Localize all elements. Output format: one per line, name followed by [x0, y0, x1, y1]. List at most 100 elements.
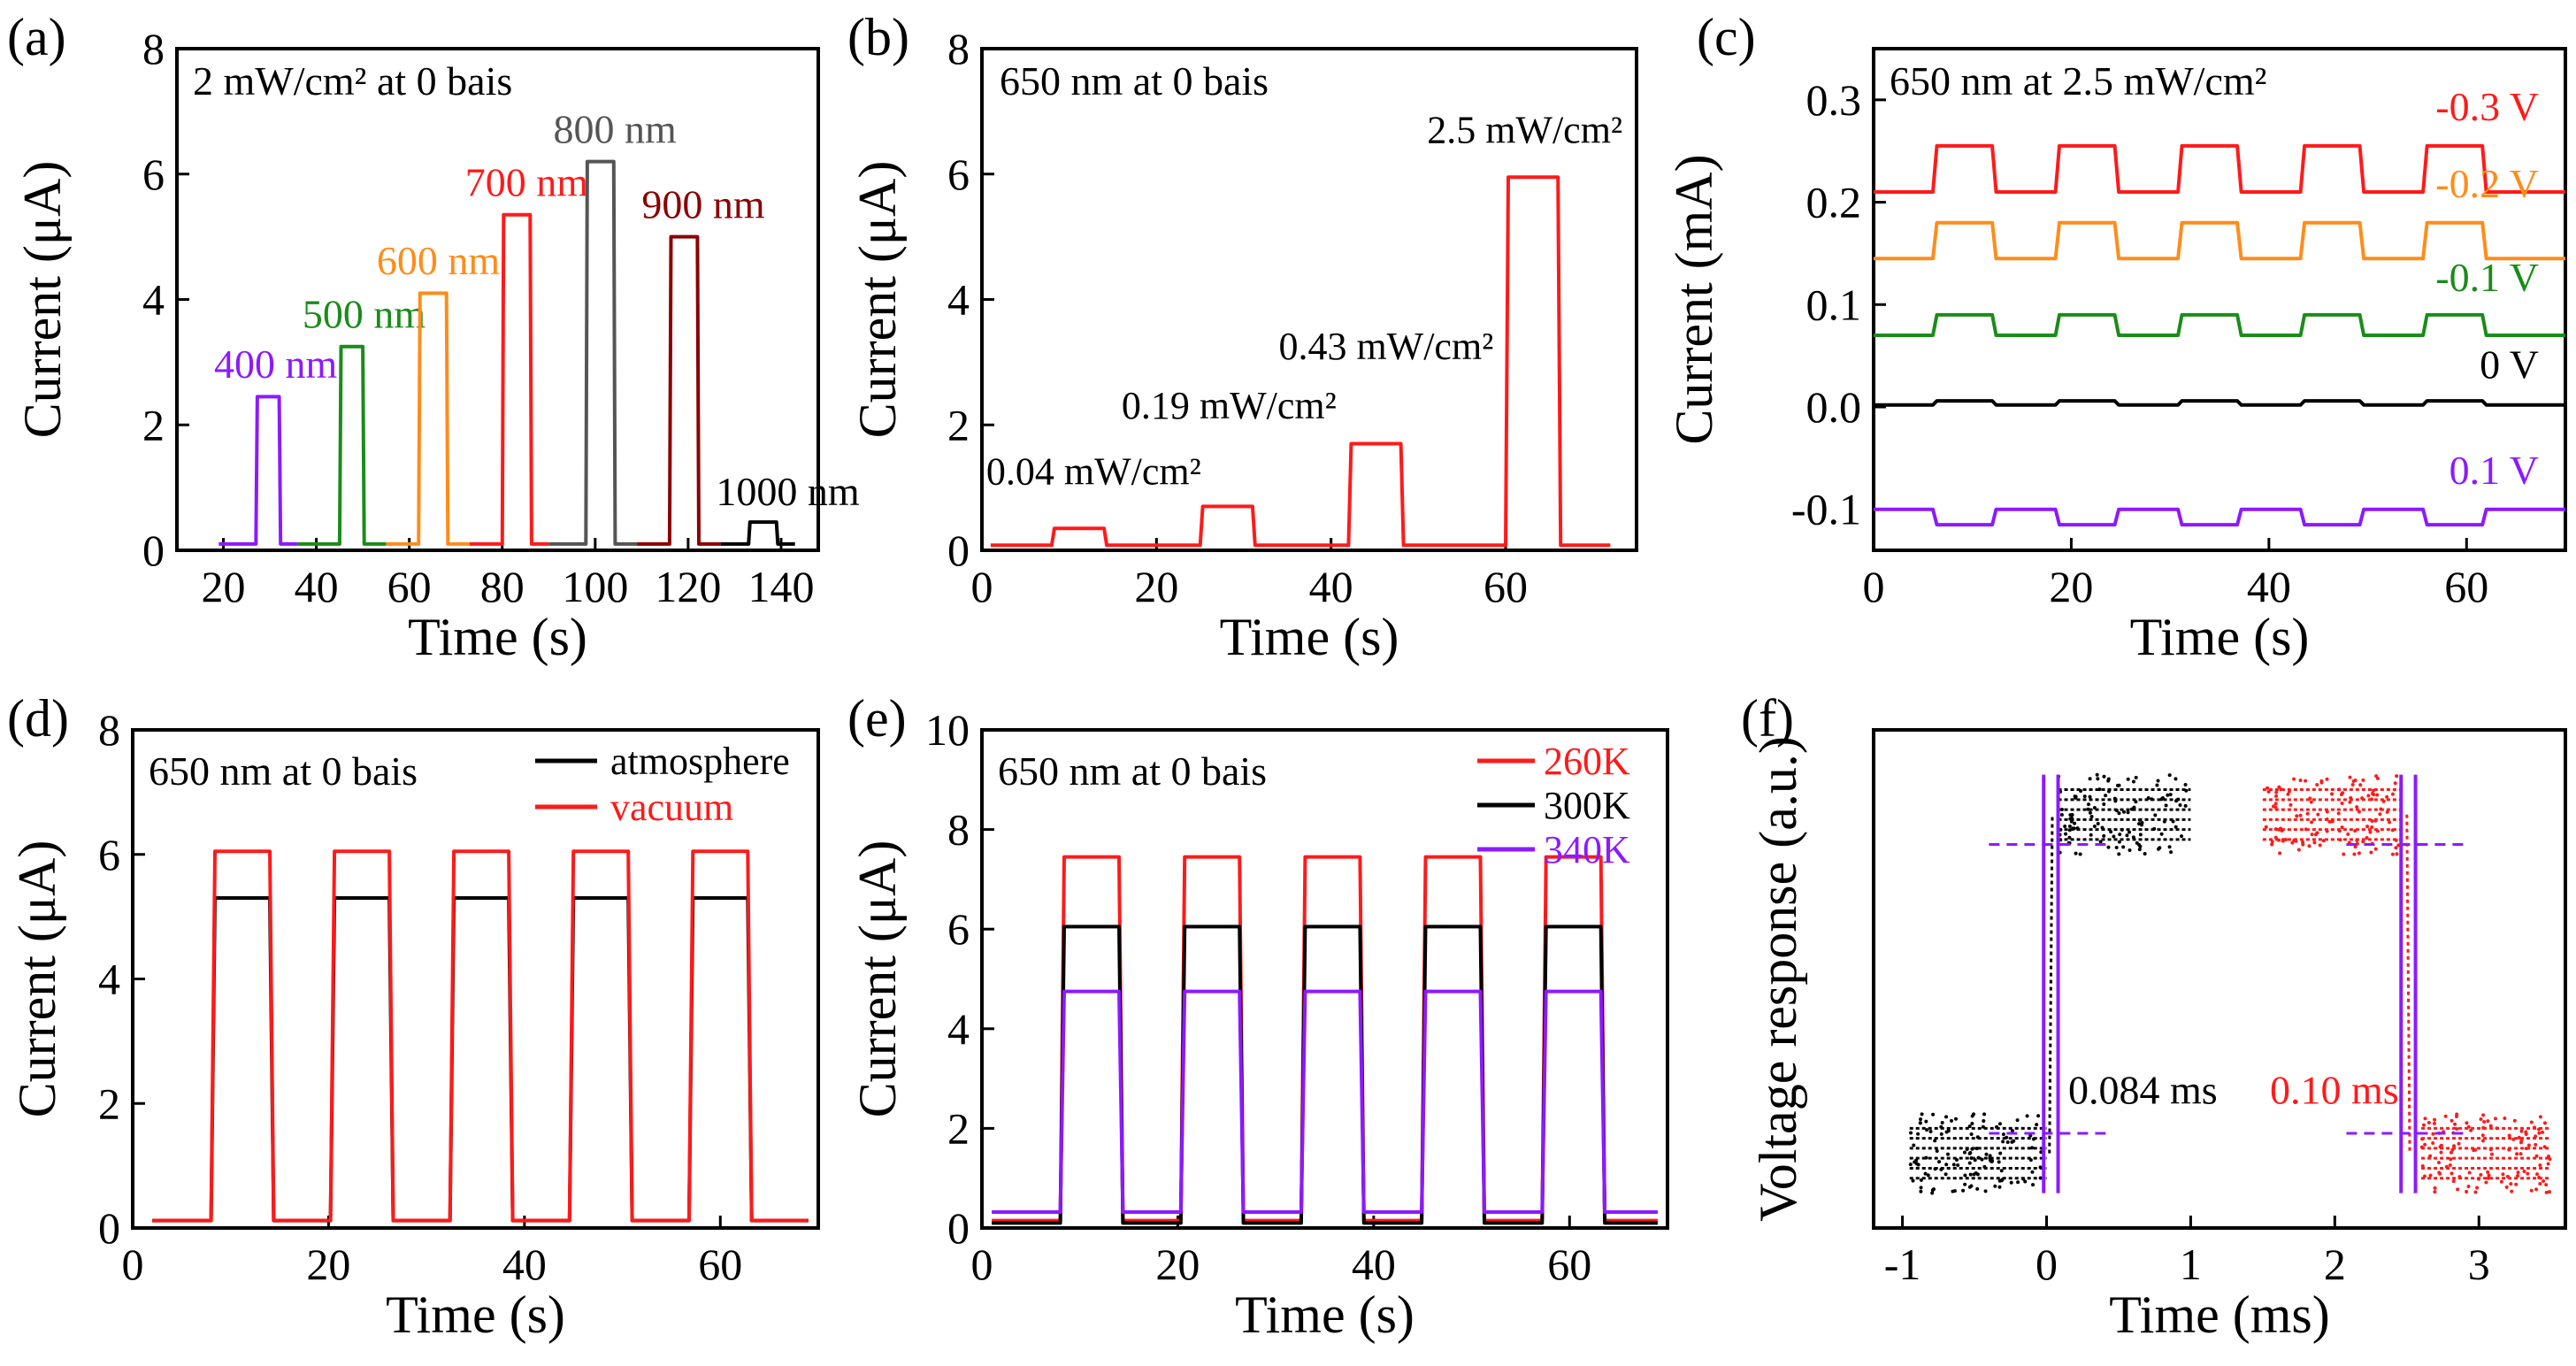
- fall-low-band-dot: [2537, 1175, 2542, 1179]
- fall-high-band-dot: [2370, 797, 2374, 802]
- fall-high-band-dot: [2353, 829, 2358, 833]
- panel-label: (b): [847, 8, 909, 66]
- x-tick-label: 20: [202, 562, 246, 611]
- power-density-label: 2.5 mW/cm²: [1427, 108, 1622, 151]
- x-tick-label: 40: [2247, 562, 2291, 611]
- x-tick-label: 60: [698, 1239, 742, 1289]
- fall-low-band-dot: [2542, 1121, 2547, 1125]
- legend-label: atmosphere: [610, 740, 790, 783]
- y-tick-label: 0: [142, 526, 165, 575]
- rise-high-band-dot: [2102, 802, 2106, 806]
- rise-high-band-dot: [2102, 833, 2106, 838]
- fall-high-band-dot: [2388, 820, 2392, 825]
- fall-high-band-dot: [2390, 852, 2395, 856]
- fall-high-band-dot: [2318, 843, 2322, 848]
- series-line-300K: [992, 925, 1658, 1225]
- fall-high-band-dot: [2395, 852, 2399, 856]
- fall-high-band-dot: [2355, 805, 2359, 810]
- fall-high-band-dot: [2330, 792, 2334, 796]
- fall-high-band-dot: [2385, 810, 2389, 814]
- fall-high-band-dot: [2353, 845, 2358, 849]
- rise-high-band-dot: [2097, 787, 2102, 792]
- fall-low-band-dot: [2529, 1120, 2534, 1124]
- y-tick-label: 0: [947, 526, 970, 575]
- rise-low-band-dot: [1935, 1149, 1939, 1154]
- fall-high-band-dot: [2361, 840, 2365, 844]
- rise-low-band-dot: [2035, 1123, 2039, 1127]
- rise-high-band-dot: [2059, 812, 2064, 817]
- rise-low-band-dot: [2028, 1158, 2033, 1163]
- series-line-vacuum: [152, 849, 809, 1223]
- rise-low-band-dot: [1939, 1167, 1944, 1171]
- fall-high-band-dot: [2304, 827, 2308, 832]
- bias-line: [1874, 143, 2565, 194]
- x-tick-label: 3: [2468, 1239, 2490, 1289]
- rise-low-band-dot: [1968, 1172, 1973, 1177]
- rise-high-band-dot: [2109, 830, 2113, 834]
- rise-high-band-dot: [2183, 782, 2188, 787]
- fall-low-band-dot: [2455, 1112, 2459, 1117]
- fall-low-band-dot: [2433, 1190, 2437, 1194]
- rise-high-band-dot: [2102, 774, 2106, 779]
- rise-low-band-dot: [2009, 1180, 2013, 1185]
- rise-low-band-dot: [1969, 1132, 1974, 1137]
- rise-low-band-dot: [1924, 1119, 1928, 1124]
- rise-low-band-dot: [1926, 1173, 1930, 1178]
- rise-low-band-dot: [1970, 1147, 1974, 1151]
- fall-low-band-dot: [2452, 1144, 2457, 1148]
- fall-low-band-dot: [2426, 1120, 2431, 1124]
- fall-low-band-dot: [2511, 1137, 2516, 1141]
- x-axis-label: Time (s): [1220, 608, 1399, 666]
- rise-high-band-dot: [2174, 825, 2178, 829]
- rise-high-band-dot: [2146, 796, 2150, 801]
- fall-high-band-dot: [2368, 830, 2373, 834]
- rise-low-band-dot: [2030, 1170, 2035, 1174]
- y-tick-label: 4: [98, 955, 120, 1004]
- fall-low-band-dot: [2489, 1152, 2494, 1156]
- panel-a-annotation: 2 mW/cm² at 0 bais: [193, 58, 512, 104]
- fall-low-band-dot: [2479, 1172, 2483, 1177]
- panel-d-annotation: 650 nm at 0 bais: [149, 748, 418, 794]
- fall-high-band-dot: [2340, 801, 2344, 805]
- fall-high-band-dot: [2283, 837, 2288, 841]
- fall-low-band-dot: [2524, 1147, 2528, 1151]
- rise-low-band-dot: [1925, 1128, 1929, 1132]
- fall-low-band-dot: [2534, 1142, 2538, 1147]
- rise-low-band-dot: [1998, 1151, 2003, 1155]
- rise-high-band-dot: [2059, 807, 2064, 811]
- rise-low-band-dot: [1954, 1117, 1959, 1121]
- rise-high-band-dot: [2067, 828, 2072, 833]
- fall-high-band-dot: [2273, 827, 2278, 832]
- rise-low-band-dot: [2038, 1176, 2043, 1180]
- y-axis-label: Current (μA): [8, 840, 66, 1118]
- rise-low-band-dot: [1924, 1155, 1928, 1160]
- rise-low-band-dot: [1939, 1132, 1944, 1136]
- bias-label: -0.1 V: [2435, 255, 2539, 300]
- fall-low-band-dot: [2518, 1152, 2523, 1156]
- x-tick-label: 60: [1484, 562, 1528, 611]
- rise-high-band-dot: [2117, 852, 2121, 856]
- fall-low-band-dot: [2456, 1187, 2460, 1192]
- fall-high-band-dot: [2310, 820, 2314, 825]
- fall-low-band-dot: [2444, 1164, 2449, 1169]
- fall-low-band-dot: [2481, 1113, 2486, 1117]
- rise-high-band-dot: [2067, 824, 2072, 828]
- fall-high-band-dot: [2365, 825, 2370, 829]
- rise-low-band-dot: [2000, 1178, 2005, 1182]
- fall-high-band-dot: [2361, 778, 2365, 782]
- bias-line: [1874, 220, 2565, 261]
- rise-time-label: 0.084 ms: [2068, 1067, 2218, 1112]
- fall-high-band-dot: [2281, 839, 2285, 843]
- legend-label: vacuum: [610, 786, 733, 829]
- fall-low-band-dot: [2428, 1173, 2433, 1178]
- fall-high-band-dot: [2342, 852, 2346, 856]
- y-axis-label: Current (μA): [13, 161, 72, 439]
- fall-high-band-dot: [2316, 812, 2320, 817]
- y-tick-label: 8: [947, 24, 970, 73]
- y-tick-label: 0.3: [1806, 75, 1862, 125]
- fall-low-band-dot: [2504, 1185, 2509, 1189]
- fall-low-band-dot: [2428, 1154, 2433, 1158]
- y-tick-label: 0: [947, 1203, 970, 1253]
- x-tick-label: 60: [387, 562, 432, 611]
- fall-low-band-dot: [2486, 1176, 2490, 1180]
